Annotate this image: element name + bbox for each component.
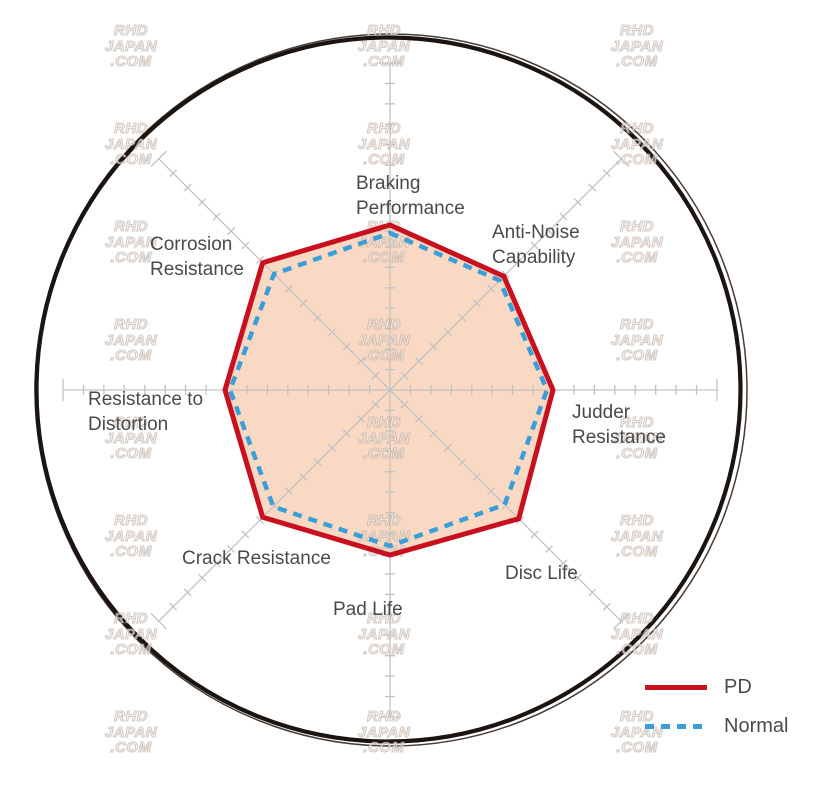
axis-label-anti-noise-capability: Anti-Noise Capability xyxy=(492,222,580,268)
legend-item-pd: PD xyxy=(645,675,788,699)
axis-label-disc-life: Disc Life xyxy=(505,563,578,584)
legend-label-pd: PD xyxy=(724,676,752,698)
axis-label-braking-performance: Braking Performance xyxy=(356,173,465,219)
legend: PD Normal xyxy=(645,675,788,753)
axis-label-judder-resistance: Judder Resistance xyxy=(572,402,666,448)
axis-label-corrosion-resistance: Corrosion Resistance xyxy=(150,234,244,280)
axis-label-resistance-to-distortion: Resistance to Distortion xyxy=(88,389,204,435)
legend-label-normal: Normal xyxy=(724,715,789,737)
axis-label-crack-resistance: Crack Resistance xyxy=(182,548,331,569)
legend-item-normal: Normal xyxy=(645,714,788,738)
axis-label-pad-life: Pad Life xyxy=(333,599,403,620)
normal-line-sample xyxy=(645,723,707,729)
pd-line-sample xyxy=(645,684,707,690)
